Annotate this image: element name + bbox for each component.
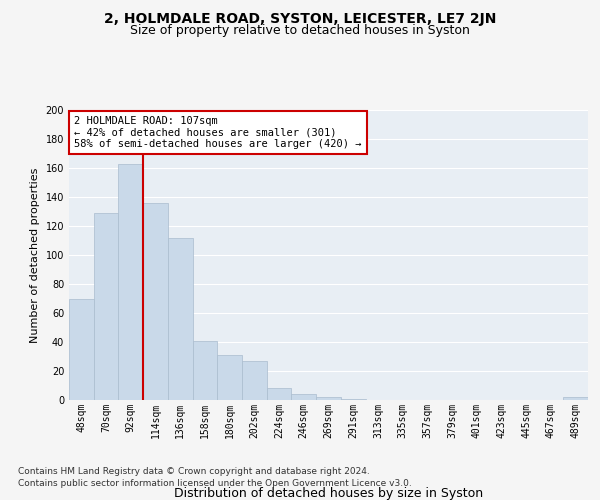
Bar [94,213,118,400]
Bar [242,361,267,400]
Text: 2, HOLMDALE ROAD, SYSTON, LEICESTER, LE7 2JN: 2, HOLMDALE ROAD, SYSTON, LEICESTER, LE7… [104,12,496,26]
Text: Size of property relative to detached houses in Syston: Size of property relative to detached ho… [130,24,470,37]
Bar [168,238,193,400]
Bar [193,340,217,400]
Y-axis label: Number of detached properties: Number of detached properties [30,168,40,342]
X-axis label: Distribution of detached houses by size in Syston: Distribution of detached houses by size … [174,486,483,500]
Text: 2 HOLMDALE ROAD: 107sqm
← 42% of detached houses are smaller (301)
58% of semi-d: 2 HOLMDALE ROAD: 107sqm ← 42% of detache… [74,116,362,149]
Bar [267,388,292,400]
Bar [316,397,341,400]
Text: Contains HM Land Registry data © Crown copyright and database right 2024.: Contains HM Land Registry data © Crown c… [18,468,370,476]
Bar [563,397,588,400]
Text: Contains public sector information licensed under the Open Government Licence v3: Contains public sector information licen… [18,479,412,488]
Bar [217,355,242,400]
Bar [118,164,143,400]
Bar [69,298,94,400]
Bar [341,398,365,400]
Bar [143,203,168,400]
Bar [292,394,316,400]
